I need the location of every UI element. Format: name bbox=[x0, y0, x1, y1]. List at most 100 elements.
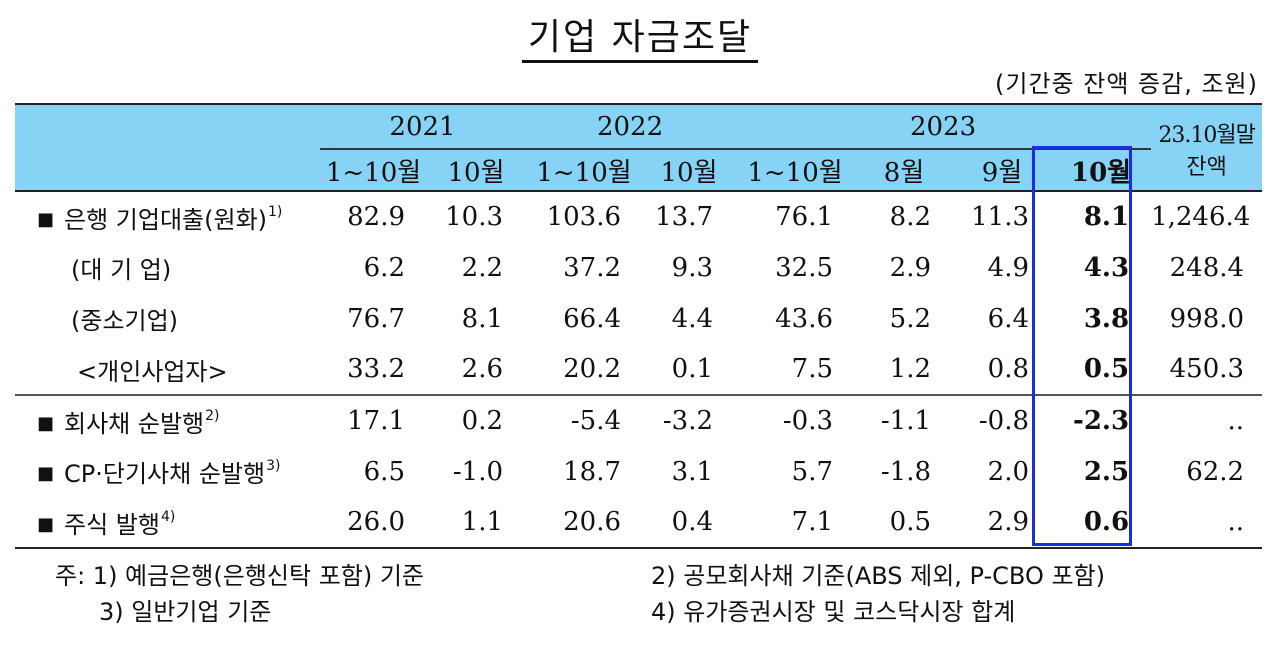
footnote-2: 2) 공모회사채 기준(ABS 제외, P-CBO 포함) bbox=[651, 562, 1106, 590]
table-cell: -1.8 bbox=[880, 456, 932, 487]
table-cell: 6.2 bbox=[363, 252, 405, 283]
row-label-text: CP·단기사채 순발행 bbox=[64, 460, 266, 488]
row-label-text: 주식 발행 bbox=[64, 510, 160, 539]
table-cell: 2.2 bbox=[461, 252, 504, 283]
table-cell: 248.4 bbox=[1169, 252, 1245, 283]
table-cell: 6.5 bbox=[363, 456, 405, 487]
table-cell: 2.9 bbox=[987, 507, 1030, 537]
row-label: ■ CP·단기사채 순발행3) bbox=[15, 446, 320, 497]
table-cell: 7.1 bbox=[791, 507, 834, 537]
table-cell: 7.5 bbox=[791, 354, 834, 384]
table-cell: 20.2 bbox=[563, 354, 622, 384]
table-cell: 4.3 bbox=[1083, 252, 1130, 283]
header-period: 1~10월 bbox=[525, 149, 644, 191]
footnote-marker: 3) bbox=[266, 458, 281, 474]
row-label-text: <개인사업자> bbox=[77, 357, 228, 386]
footnote-4: 4) 유가증권시장 및 코스닥시장 합계 bbox=[651, 598, 1016, 626]
bullet-icon: ■ bbox=[37, 513, 55, 535]
table-cell: 3.1 bbox=[671, 456, 714, 487]
footnote-marker: 1) bbox=[268, 203, 283, 220]
header-period: 8월 bbox=[855, 149, 954, 191]
row-label-text: 은행 기업대출(원화) bbox=[64, 205, 268, 234]
table-cell: 1.2 bbox=[889, 354, 932, 384]
header-period: 10월 bbox=[1051, 149, 1152, 191]
footnote-1: 주: 1) 예금은행(은행신탁 포함) 기준 bbox=[55, 562, 425, 590]
table-row: (대 기 업) 6.2 2.2 37.2 9.3 32.5 2.9 4.9 4.3 248.4 bbox=[15, 242, 1262, 293]
table-cell: 0.8 bbox=[987, 354, 1030, 384]
table-cell: 76.7 bbox=[347, 303, 405, 334]
table-cell: -1.0 bbox=[452, 456, 504, 487]
table-row: ■ 주식 발행4) 26.0 1.1 20.6 0.4 7.1 0.5 2.9 0.6.. bbox=[15, 497, 1262, 548]
table-row: ■ 회사채 순발행2) 17.1 0.2 -5.4 -3.2 -0.3 -1.1 -0.8 -2.… bbox=[15, 395, 1263, 446]
table-cell: 0.5 bbox=[1083, 354, 1130, 384]
footnote-marker: 4) bbox=[160, 508, 176, 525]
row-label: (중소기업) bbox=[15, 293, 320, 344]
table-cell: 8.2 bbox=[889, 202, 932, 232]
unit-caption: (기간중 잔액 증감, 조원) bbox=[995, 70, 1258, 98]
footnote-3: 3) 일반기업 기준 bbox=[99, 598, 272, 626]
table-cell: 4.4 bbox=[671, 303, 714, 334]
table-cell: 18.7 bbox=[563, 456, 622, 487]
table-row: ■ 은행 기업대출(원화)1) 82.9 10.3 103.6 13.7 76.1 8.2 11… bbox=[15, 191, 1262, 242]
table-cell: 450.3 bbox=[1169, 354, 1245, 384]
footnotes-right: 2) 공모회사채 기준(ABS 제외, P-CBO 포함) 4) 유가증권시장 … bbox=[651, 558, 1105, 630]
table-cell: 8.1 bbox=[461, 303, 504, 334]
table-cell: 2.5 bbox=[1083, 456, 1130, 487]
row-label: ■ 은행 기업대출(원화)1) bbox=[15, 191, 320, 242]
row-label: (대 기 업) bbox=[15, 242, 320, 293]
table-cell: -1.1 bbox=[880, 406, 932, 436]
table-cell: 13.7 bbox=[655, 202, 714, 232]
footnotes-left: 주: 1) 예금은행(은행신탁 포함) 기준 3) 일반기업 기준 bbox=[55, 558, 424, 630]
table-cell: 33.2 bbox=[347, 354, 405, 384]
table-cell: 66.4 bbox=[563, 303, 622, 334]
header-period: 10월 bbox=[643, 149, 736, 191]
table-cell: 0.2 bbox=[461, 406, 504, 436]
header-period: 1~10월 bbox=[735, 149, 856, 191]
row-label: ■ 주식 발행4) bbox=[15, 497, 320, 548]
header-corner bbox=[15, 104, 320, 191]
table-cell: 11.3 bbox=[971, 202, 1030, 232]
table-cell: -2.3 bbox=[1073, 406, 1130, 436]
table-cell: 2.6 bbox=[461, 354, 504, 384]
footnote-marker: 2) bbox=[205, 407, 220, 424]
bullet-icon: ■ bbox=[37, 463, 55, 484]
table-cell: 9.3 bbox=[671, 252, 714, 283]
row-label-text: (중소기업) bbox=[71, 307, 179, 335]
header-year-2022: 2022 bbox=[525, 104, 736, 150]
funding-table: 2021 2022 2023 23.10월말 1~10월 10월 1~10월 1… bbox=[15, 103, 1263, 549]
table-cell: 3.8 bbox=[1083, 303, 1130, 334]
table-cell: 5.7 bbox=[791, 456, 834, 487]
row-label: ■ 회사채 순발행2) bbox=[15, 395, 320, 446]
table-cell: 26.0 bbox=[347, 507, 405, 537]
row-label: <개인사업자> bbox=[15, 344, 320, 395]
table-cell: 2.9 bbox=[889, 252, 932, 283]
table-row: <개인사업자> 33.2 2.6 20.2 0.1 7.5 1.2 0.8 0.5 450.3 bbox=[15, 344, 1262, 395]
table-cell: 6.4 bbox=[987, 303, 1030, 334]
row-label-text: 회사채 순발행 bbox=[64, 409, 205, 438]
table-cell: 2.0 bbox=[987, 456, 1030, 487]
table-cell: 0.5 bbox=[889, 507, 932, 537]
header-period: 10월 bbox=[427, 149, 526, 191]
october-highlight-box bbox=[1032, 146, 1132, 546]
table-cell: 43.6 bbox=[775, 303, 834, 334]
header-year-2023: 2023 bbox=[735, 104, 1152, 150]
table-cell: 998.0 bbox=[1169, 303, 1245, 334]
table-cell: .. bbox=[1227, 507, 1245, 537]
table-cell: 82.9 bbox=[347, 202, 405, 232]
table-cell: 0.1 bbox=[671, 354, 714, 384]
table-row: ■ CP·단기사채 순발행3) 6.5 -1.0 18.7 3.1 5.7 -1.8 2.0 2.… bbox=[15, 446, 1262, 497]
bullet-icon: ■ bbox=[37, 412, 55, 434]
header-period: 1~10월 bbox=[320, 149, 427, 191]
table-cell: 8.1 bbox=[1083, 202, 1130, 232]
table-cell: 5.2 bbox=[889, 303, 932, 334]
row-label-text: (대 기 업) bbox=[71, 256, 172, 284]
table-cell: -5.4 bbox=[570, 406, 622, 436]
header-year-2021: 2021 bbox=[320, 104, 526, 150]
table-cell: 17.1 bbox=[347, 406, 405, 436]
table-cell: 20.6 bbox=[563, 507, 622, 537]
table-cell: -3.2 bbox=[662, 406, 714, 436]
table-cell: 0.4 bbox=[671, 507, 714, 537]
table-cell: 103.6 bbox=[546, 202, 622, 232]
table-cell: 1.1 bbox=[461, 507, 504, 537]
page-title: 기업 자금조달 bbox=[0, 8, 1280, 63]
